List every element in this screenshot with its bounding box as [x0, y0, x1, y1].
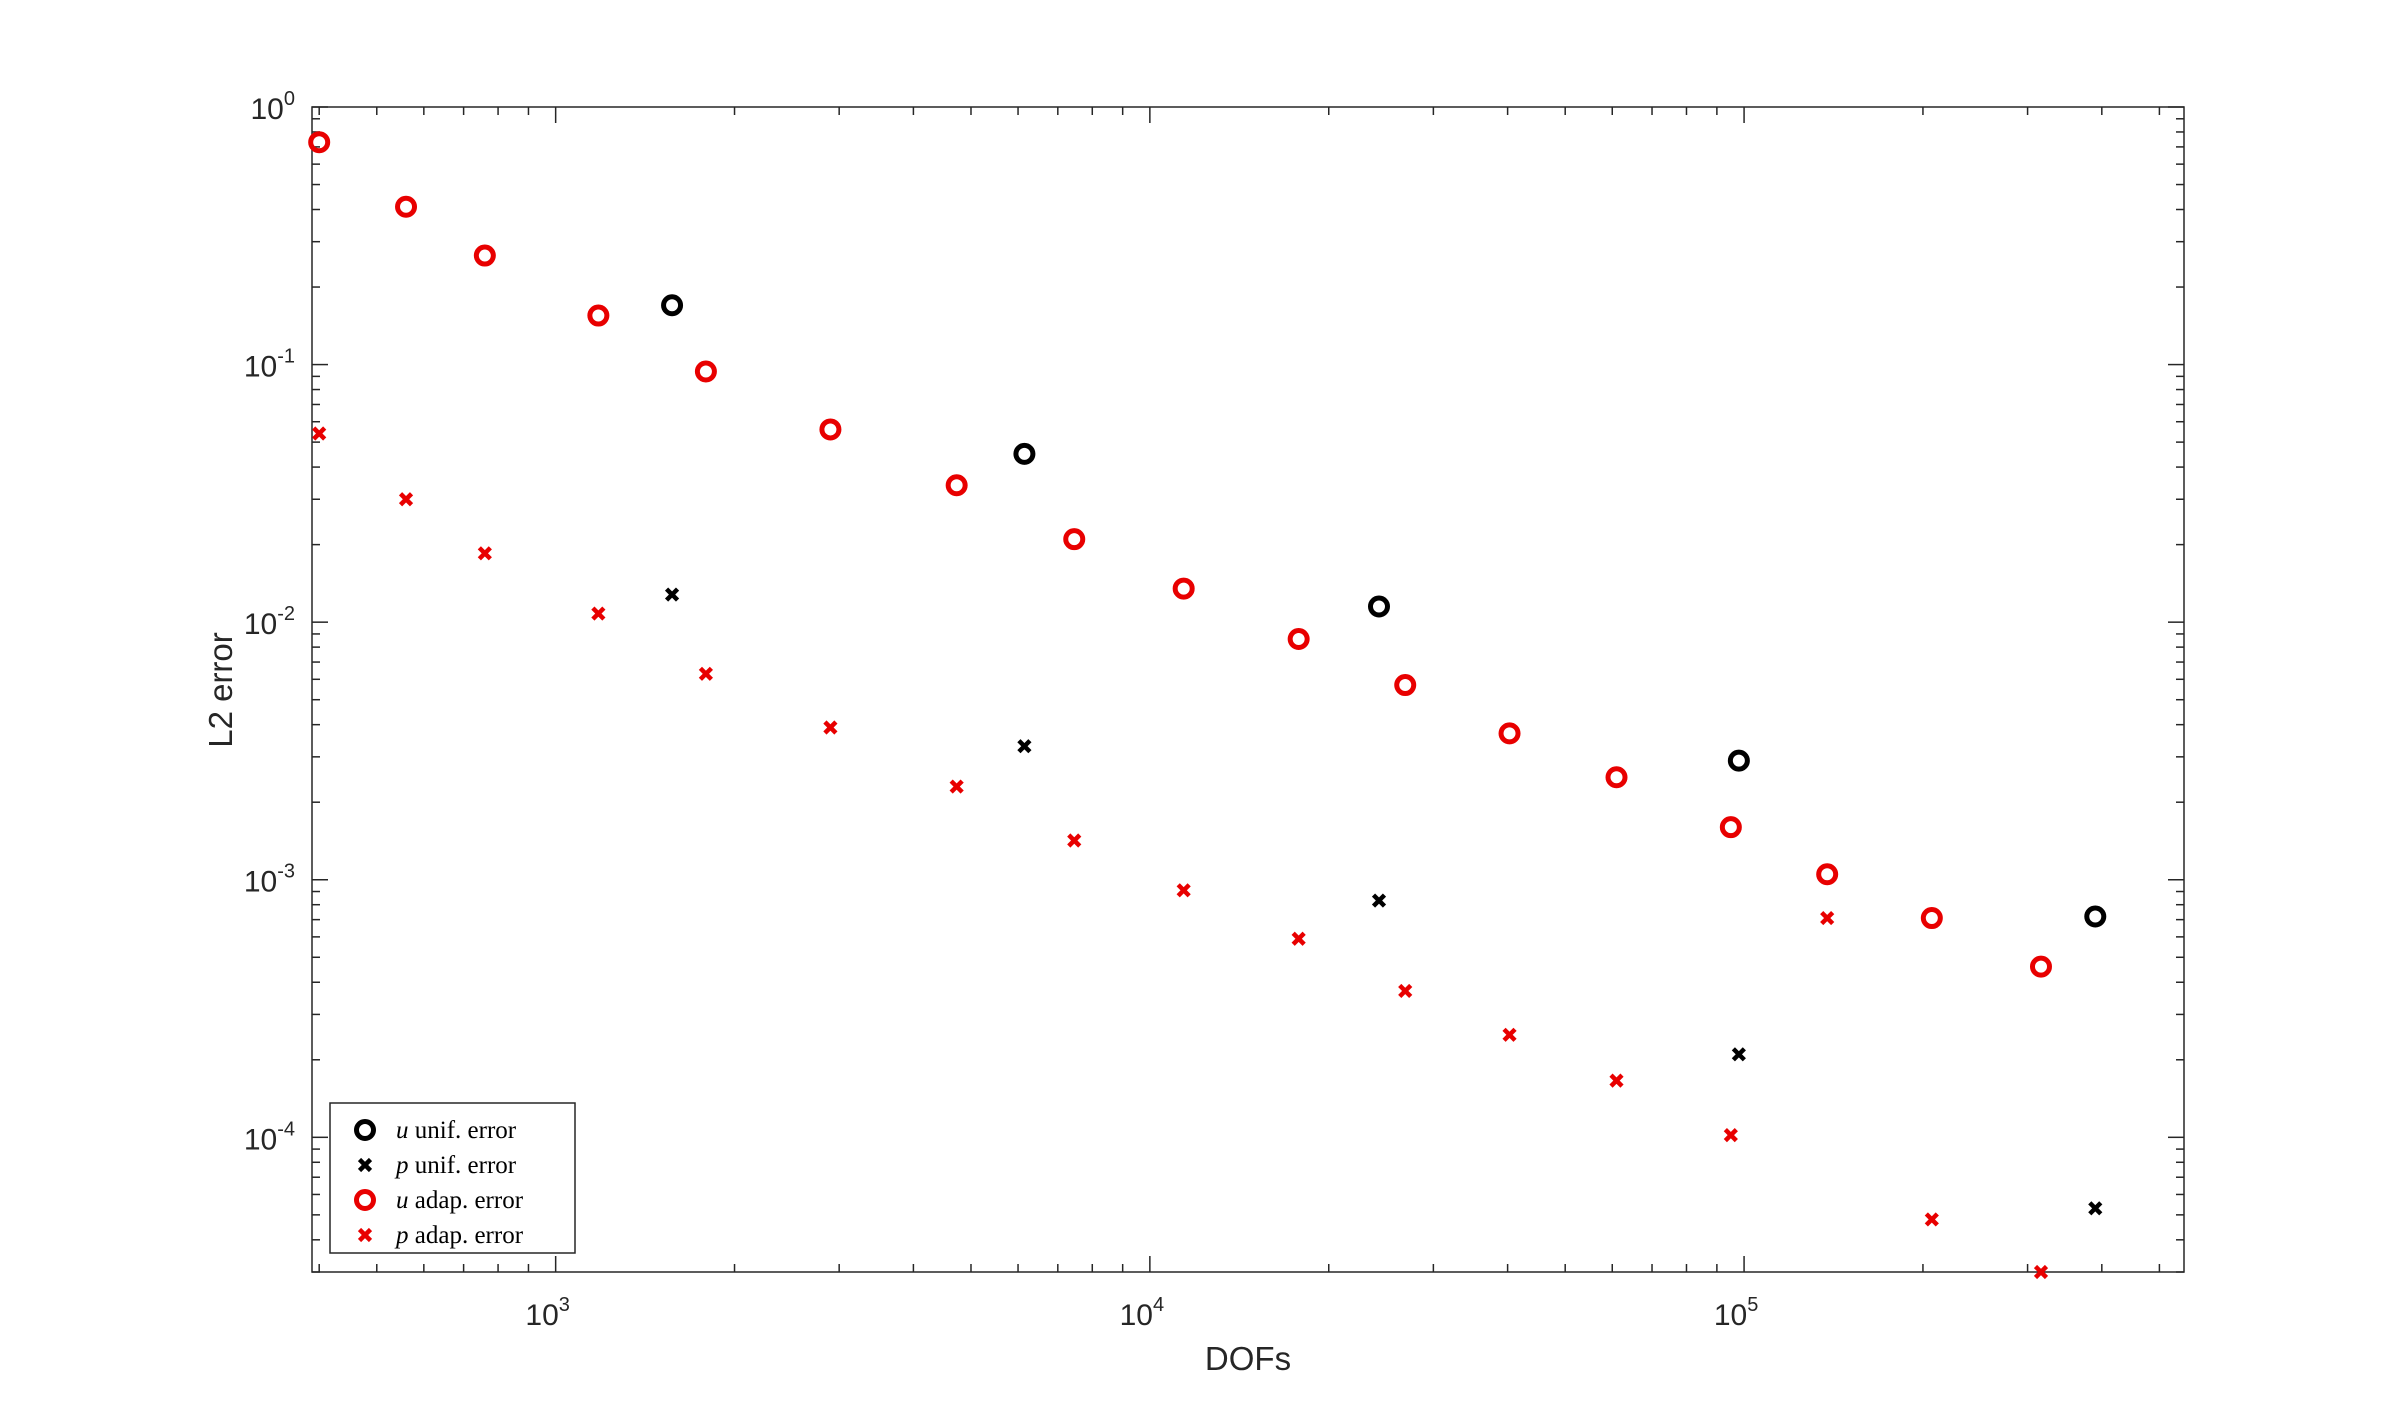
legend: u unif. error p unif. error u adap. error p…: [329, 1102, 576, 1254]
y-tick-label: 100: [251, 88, 296, 126]
p-adap-marker: [2033, 1264, 2049, 1280]
p-unif-marker: [1017, 739, 1032, 754]
p-adap-marker: [1723, 1128, 1738, 1143]
p-adap-marker: [823, 720, 838, 735]
series-u-unif: [661, 294, 2107, 928]
u-adap-marker: [395, 195, 418, 218]
u-adap-marker: [308, 131, 331, 154]
legend-marker: [357, 1157, 373, 1173]
u-adap-marker: [1605, 766, 1628, 789]
u-unif-marker: [2084, 905, 2107, 928]
y-tick-label: 10-3: [244, 861, 295, 899]
u-adap-marker: [819, 418, 842, 441]
legend-marker: [354, 1189, 376, 1211]
x-axis-label: DOFs: [1205, 1340, 1291, 1377]
u-adap-marker: [1920, 907, 1943, 930]
series-p-unif: [664, 587, 2103, 1216]
series-u-adap: [308, 131, 2052, 978]
u-adap-marker: [945, 474, 968, 497]
y-tick-label: 10-1: [244, 346, 295, 384]
u-adap-marker: [1172, 577, 1195, 600]
minor-ticks: [312, 107, 2184, 1273]
u-adap-marker: [1719, 816, 1742, 839]
u-adap-marker: [587, 304, 610, 327]
u-adap-marker: [694, 360, 717, 383]
p-adap-marker: [1924, 1212, 1939, 1227]
p-unif-marker: [2088, 1201, 2103, 1216]
p-adap-marker: [1398, 983, 1413, 999]
legend-entry: p adap. error: [357, 1222, 524, 1249]
u-adap-marker: [473, 244, 496, 267]
x-tick-label: 103: [525, 1294, 570, 1332]
u-adap-marker: [1816, 863, 1839, 886]
u-unif-marker: [1367, 595, 1390, 618]
u-unif-marker: [1727, 749, 1750, 772]
u-adap-marker: [2029, 955, 2052, 978]
legend-label: p adap. error: [394, 1222, 524, 1249]
u-adap-marker: [1498, 722, 1521, 745]
legend-entry: u adap. error: [354, 1187, 524, 1214]
x-tick-labels: 103 104 105: [525, 1294, 1758, 1332]
legend-label: u adap. error: [396, 1187, 524, 1214]
legend-marker: [357, 1227, 373, 1243]
p-adap-marker: [398, 492, 414, 507]
legend-marker: [354, 1119, 376, 1141]
y-tick-labels: 100 10-1 10-2 10-3 10-4: [244, 88, 295, 1156]
legend-label: u unif. error: [396, 1117, 517, 1144]
u-adap-marker: [1063, 528, 1086, 551]
y-axis-label: L2 error: [202, 632, 239, 748]
series-p-adap: [312, 426, 2049, 1280]
legend-entry: u unif. error: [354, 1117, 517, 1144]
legend-entries: u unif. error p unif. error u adap. error p…: [354, 1117, 524, 1249]
y-tick-label: 10-4: [244, 1118, 295, 1156]
p-adap-marker: [1609, 1073, 1624, 1088]
p-adap-marker: [1502, 1027, 1517, 1042]
legend-label: p unif. error: [394, 1152, 517, 1179]
x-tick-label: 104: [1120, 1294, 1165, 1332]
plot-frame: [311, 106, 2185, 1273]
p-adap-marker: [312, 426, 327, 441]
p-adap-marker: [591, 606, 606, 621]
u-adap-marker: [1394, 674, 1417, 697]
p-adap-marker: [1176, 883, 1191, 898]
data-markers: [308, 131, 2107, 1280]
p-adap-marker: [698, 666, 713, 681]
x-tick-label: 105: [1714, 1294, 1759, 1332]
p-adap-marker: [1820, 910, 1835, 926]
y-tick-label: 10-2: [244, 603, 295, 641]
u-unif-marker: [661, 294, 684, 317]
major-ticks: [312, 106, 2184, 1272]
p-adap-marker: [1067, 833, 1082, 848]
p-unif-marker: [1731, 1047, 1746, 1062]
p-unif-marker: [1371, 893, 1387, 908]
u-adap-marker: [1287, 628, 1310, 651]
p-adap-marker: [1291, 931, 1306, 946]
u-unif-marker: [1013, 442, 1036, 465]
p-unif-marker: [664, 587, 680, 602]
plot-background: [312, 107, 2184, 1272]
p-adap-marker: [949, 779, 964, 794]
legend-entry: p unif. error: [357, 1152, 517, 1179]
p-adap-marker: [477, 546, 492, 561]
